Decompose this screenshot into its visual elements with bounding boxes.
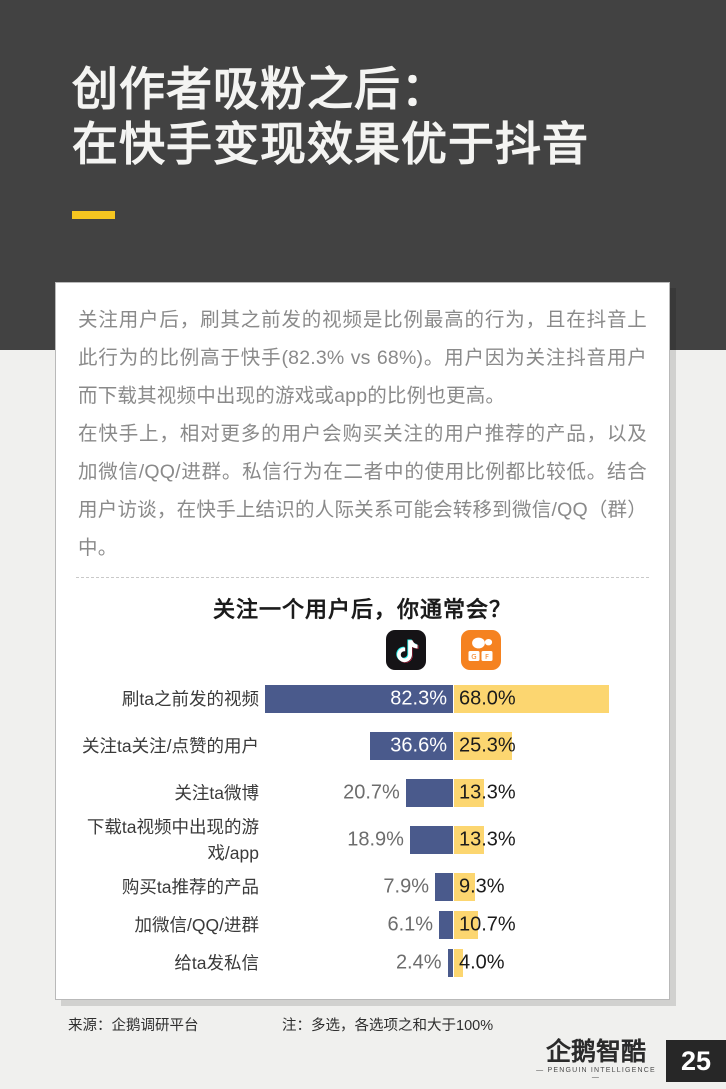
chart-row: 关注ta关注/点赞的用户 36.6% 25.3% bbox=[56, 718, 669, 774]
bar-douyin: 7.9% bbox=[383, 873, 453, 901]
bar-douyin: 36.6% bbox=[369, 732, 453, 760]
page-title-line-2: 在快手变现效果优于抖音 bbox=[72, 117, 589, 171]
svg-text:G: G bbox=[471, 653, 476, 661]
bar-douyin: 20.7% bbox=[343, 779, 453, 807]
bar-value-kuaishou: 4.0% bbox=[459, 951, 505, 974]
chart-row-label: 下载ta视频中出现的游戏/app bbox=[86, 817, 259, 863]
chart-bar-area: 6.1% 10.7% bbox=[259, 908, 619, 942]
bar-kuaishou: 9.3% bbox=[454, 873, 505, 901]
bar-value-kuaishou: 13.3% bbox=[459, 828, 516, 851]
chart-row: 加微信/QQ/进群 6.1% 10.7% bbox=[56, 906, 669, 944]
bar-value-douyin: 7.9% bbox=[383, 875, 429, 898]
title-accent-bar bbox=[72, 211, 115, 219]
page-title-line-1: 创作者吸粉之后： bbox=[72, 62, 448, 116]
chart-row-label: 加微信/QQ/进群 bbox=[134, 915, 259, 935]
chart-legend: G F bbox=[56, 630, 669, 678]
bar-value-kuaishou: 68.0% bbox=[459, 687, 516, 710]
bar-douyin: 2.4% bbox=[396, 949, 453, 977]
footer: 来源：企鹅调研平台 注：多选，各选项之和大于100% 企鹅智酷 — PENGUI… bbox=[0, 1008, 726, 1089]
chart-bar-area: 36.6% 25.3% bbox=[259, 729, 619, 763]
chart-row-label: 关注ta关注/点赞的用户 bbox=[82, 736, 259, 756]
bar-kuaishou: 25.3% bbox=[454, 732, 516, 760]
content-card: 关注用户后，刷其之前发的视频是比例最高的行为，且在抖音上此行为的比例高于快手(8… bbox=[55, 282, 670, 1000]
chart-row-label: 购买ta推荐的产品 bbox=[121, 877, 259, 897]
bar-value-kuaishou: 13.3% bbox=[459, 781, 516, 804]
bar-kuaishou: 10.7% bbox=[454, 911, 516, 939]
bar-kuaishou: 68.0% bbox=[454, 685, 610, 713]
section-divider bbox=[76, 577, 649, 578]
bar-value-kuaishou: 10.7% bbox=[459, 913, 516, 936]
summary-paragraph-2: 在快手上，相对更多的用户会购买关注的用户推荐的产品，以及加微信/QQ/进群。私信… bbox=[78, 423, 647, 559]
bar-kuaishou: 13.3% bbox=[454, 826, 516, 854]
page-title: 创作者吸粉之后： 在快手变现效果优于抖音 bbox=[72, 62, 672, 172]
chart-title: 关注一个用户后，你通常会？ bbox=[212, 597, 512, 622]
note-text: 注：多选，各选项之和大于100% bbox=[282, 1018, 494, 1034]
chart-bar-area: 82.3% 68.0% bbox=[259, 682, 619, 716]
brand-subtitle: — PENGUIN INTELLIGENCE — bbox=[536, 1067, 656, 1081]
kuaishou-icon: G F bbox=[461, 630, 501, 670]
bar-kuaishou: 13.3% bbox=[454, 779, 516, 807]
bar-douyin: 82.3% bbox=[265, 685, 453, 713]
bar-kuaishou: 4.0% bbox=[454, 949, 505, 977]
chart-row: 刷ta之前发的视频 82.3% 68.0% bbox=[56, 680, 669, 718]
bar-value-douyin: 18.9% bbox=[347, 828, 404, 851]
chart: 关注一个用户后，你通常会？ G F 刷ta之前 bbox=[56, 592, 669, 982]
bar-value-douyin: 36.6% bbox=[390, 734, 447, 757]
summary-paragraph-1: 关注用户后，刷其之前发的视频是比例最高的行为，且在抖音上此行为的比例高于快手(8… bbox=[78, 309, 647, 407]
bar-value-kuaishou: 9.3% bbox=[459, 875, 505, 898]
summary-text-block: 关注用户后，刷其之前发的视频是比例最高的行为，且在抖音上此行为的比例高于快手(8… bbox=[56, 283, 669, 567]
chart-row: 给ta发私信 2.4% 4.0% bbox=[56, 944, 669, 982]
page-number-badge: 25 bbox=[666, 1040, 726, 1082]
bar-value-douyin: 82.3% bbox=[390, 687, 447, 710]
source-text: 来源：企鹅调研平台 bbox=[68, 1018, 199, 1034]
chart-row: 购买ta推荐的产品 7.9% 9.3% bbox=[56, 868, 669, 906]
bar-douyin: 6.1% bbox=[388, 911, 453, 939]
bar-douyin: 18.9% bbox=[347, 826, 453, 854]
chart-row-label: 关注ta微博 bbox=[174, 783, 259, 803]
chart-row: 关注ta微博 20.7% 13.3% bbox=[56, 774, 669, 812]
chart-bar-area: 2.4% 4.0% bbox=[259, 946, 619, 980]
brand-name: 企鹅智酷 bbox=[545, 1037, 646, 1066]
douyin-icon bbox=[386, 630, 426, 670]
chart-rows: 刷ta之前发的视频 82.3% 68.0% 关注ta关注/点赞的用户 36.6% 25.3… bbox=[56, 680, 669, 982]
svg-text:F: F bbox=[485, 653, 489, 661]
chart-bar-area: 20.7% 13.3% bbox=[259, 776, 619, 810]
brand-logo: 企鹅智酷 — PENGUIN INTELLIGENCE — bbox=[533, 1038, 659, 1081]
bar-value-douyin: 20.7% bbox=[343, 781, 400, 804]
chart-bar-area: 7.9% 9.3% bbox=[259, 870, 619, 904]
chart-row-label: 给ta发私信 bbox=[174, 953, 259, 973]
bar-value-douyin: 2.4% bbox=[395, 951, 442, 974]
chart-bar-area: 18.9% 13.3% bbox=[259, 823, 619, 857]
chart-row: 下载ta视频中出现的游戏/app 18.9% 13.3% bbox=[56, 812, 669, 868]
bar-value-kuaishou: 25.3% bbox=[459, 734, 516, 757]
bar-value-douyin: 6.1% bbox=[387, 913, 434, 936]
chart-row-label: 刷ta之前发的视频 bbox=[121, 689, 259, 709]
